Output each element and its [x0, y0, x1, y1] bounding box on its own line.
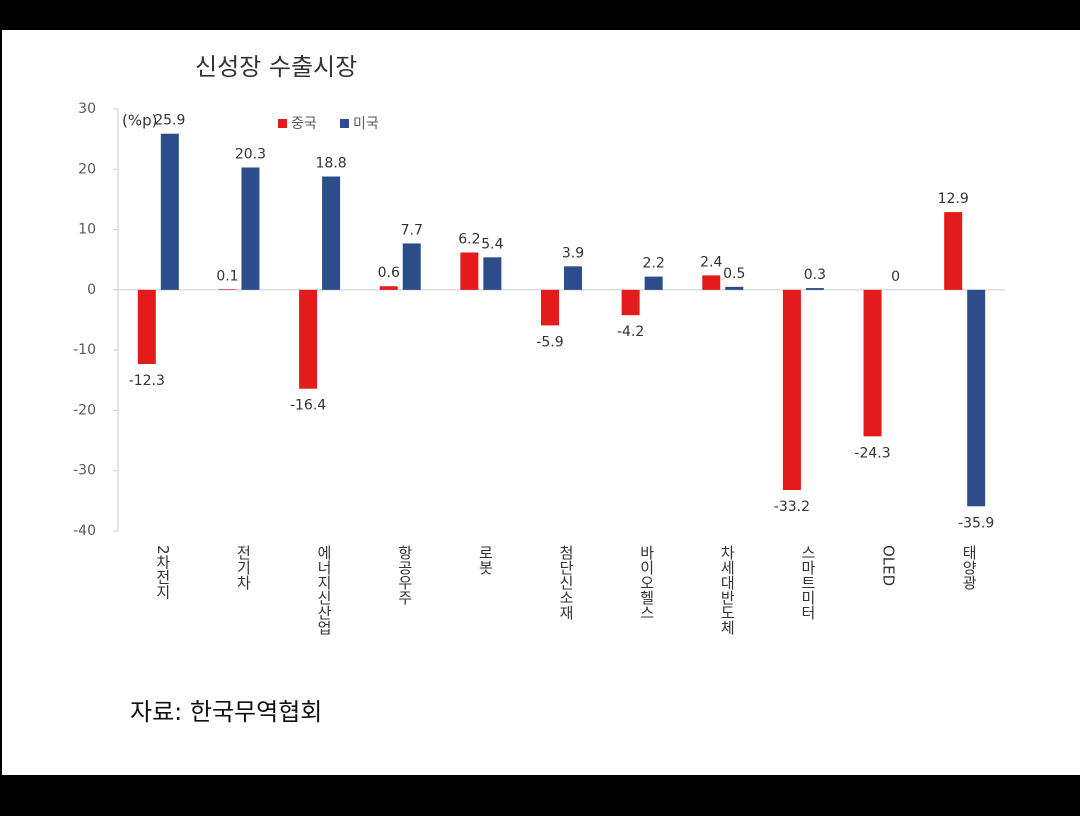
value-label: 0.3: [804, 267, 826, 283]
x-tick-label: 차세대반도체: [718, 545, 736, 635]
x-tick-label: OLED: [880, 545, 898, 586]
value-label: 25.9: [154, 113, 185, 129]
value-label: 5.4: [481, 236, 503, 252]
bar: [702, 275, 721, 290]
bar: [402, 243, 421, 290]
bar: [805, 288, 824, 290]
x-tick-label: 2차전지: [154, 545, 172, 600]
value-label: -33.2: [774, 499, 810, 515]
value-label: 12.9: [938, 191, 969, 207]
y-tick-label: -40: [73, 523, 96, 539]
y-tick-label: -30: [73, 463, 96, 479]
legend-swatch: [278, 119, 287, 128]
x-tick-label: 바이오헬스: [638, 545, 656, 620]
bar: [944, 212, 963, 290]
y-tick-label: -20: [73, 402, 96, 418]
y-tick-label: 30: [78, 101, 96, 117]
bar: [379, 286, 398, 290]
bar: [322, 176, 341, 290]
x-tick-label: 항공우주: [396, 545, 414, 605]
bar: [541, 289, 559, 326]
y-unit: (%p): [122, 112, 157, 130]
legend-label: 중국: [291, 116, 317, 132]
value-label: 0.5: [723, 266, 745, 282]
value-label: -16.4: [290, 398, 326, 414]
value-label: 2.4: [700, 254, 722, 270]
bar: [863, 289, 882, 437]
bar: [621, 289, 640, 316]
x-tick-label: 첨단신소재: [557, 545, 575, 620]
bar: [967, 289, 986, 507]
bar: [725, 286, 744, 290]
legend-swatch: [340, 119, 349, 128]
bar: [460, 252, 479, 290]
value-label: -24.3: [854, 445, 890, 461]
value-label: 0.6: [378, 265, 400, 281]
value-label: 2.2: [643, 256, 665, 272]
value-label: 0: [891, 269, 900, 285]
chart-title: 신성장 수출시장: [195, 53, 357, 81]
bar: [782, 289, 801, 491]
bar: [483, 257, 502, 290]
value-label: -12.3: [129, 373, 165, 389]
bar: [564, 266, 582, 290]
value-label: 3.9: [562, 245, 584, 261]
value-label: -5.9: [536, 334, 563, 350]
x-tick-label: 에너지신산업: [315, 545, 333, 635]
y-tick-label: -10: [73, 342, 96, 358]
value-label: -4.2: [617, 324, 644, 340]
x-tick-label: 로봇: [476, 545, 494, 575]
y-tick-label: 10: [78, 222, 96, 238]
chart-background: [2, 30, 1080, 775]
value-label: 20.3: [235, 146, 266, 162]
source: 자료: 한국무역협회: [130, 698, 322, 726]
x-tick-label: 스마트미터: [799, 545, 817, 620]
y-tick-label: 20: [78, 161, 96, 177]
bar: [644, 276, 663, 290]
bar: [299, 289, 318, 389]
bar: [137, 289, 156, 365]
value-label: 7.7: [401, 222, 423, 238]
x-tick-label: 태양광: [960, 545, 978, 590]
legend-label: 미국: [353, 116, 379, 132]
value-label: -35.9: [958, 515, 994, 531]
bar: [160, 133, 179, 290]
value-label: 6.2: [458, 231, 480, 247]
x-tick-label: 전기차: [234, 545, 252, 590]
value-label: 18.8: [316, 156, 347, 172]
bar: [241, 167, 260, 290]
value-label: 0.1: [216, 268, 238, 284]
bar: [218, 289, 237, 290]
y-tick-label: 0: [87, 282, 96, 298]
